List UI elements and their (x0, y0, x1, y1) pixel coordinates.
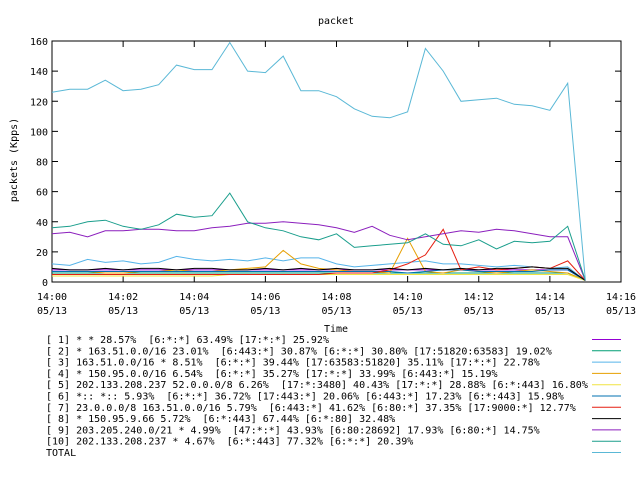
x-axis-ticks: 14:00 05/13 14:02 05/13 14:04 05/13 14:06 05/13… (37, 41, 636, 317)
series-line-8 (51, 266, 586, 281)
x-tick-time-label: 14:10 (393, 292, 423, 303)
y-axis-label: packets (Kpps) (9, 118, 20, 202)
legend-entry-label: [ 3] 163.51.0.0/16 * 8.51% [6:*:*] 39.44… (46, 358, 540, 369)
series-line-11 (51, 41, 586, 281)
y-tick-label: 100 (30, 127, 48, 138)
legend-entry-label: [ 6] *:: *:: 5.93% [6:*:*] 36.72% [17:44… (46, 392, 564, 403)
y-tick-label: 120 (30, 97, 48, 108)
x-tick-time-label: 14:14 (535, 292, 565, 303)
legend-entry-label: [ 1] * * 28.57% [6:*:*] 63.49% [17:*:*] … (46, 335, 329, 346)
y-tick-label: 40 (36, 218, 48, 229)
legend-entry-label: [ 7] 23.0.0.0/8 163.51.0.0/16 5.79% [6:4… (46, 403, 576, 414)
x-tick-date-label: 05/13 (321, 306, 351, 317)
series-line-6 (52, 269, 586, 281)
series-line-3 (51, 255, 586, 281)
legend-entry-label: TOTAL (46, 448, 76, 459)
x-tick-time-label: 14:00 (37, 292, 67, 303)
legend-entry-label: [ 2] * 163.51.0.0/16 23.01% [6:443:*] 30… (46, 346, 552, 357)
y-tick-label: 0 (42, 278, 48, 289)
series-line-10 (51, 192, 586, 281)
legend-entry-label: [ 5] 202.133.208.237 52.0.0.0/8 6.26% [1… (46, 380, 588, 391)
x-tick-date-label: 05/13 (179, 306, 209, 317)
y-axis-ticks: 0 20 40 60 80 100 120 140 160 (30, 37, 621, 289)
x-tick-date-label: 05/13 (250, 306, 280, 317)
series-line-5 (52, 274, 586, 281)
plot-frame (51, 40, 622, 283)
x-tick-date-label: 05/13 (108, 306, 138, 317)
legend: [ 1] * * 28.57% [6:*:*] 63.49% [17:*:*] … (46, 335, 621, 459)
y-tick-label: 20 (36, 248, 48, 259)
x-tick-date-label: 05/13 (464, 306, 494, 317)
x-tick-time-label: 14:16 (606, 292, 636, 303)
x-tick-date-label: 05/13 (535, 306, 565, 317)
y-tick-label: 160 (30, 37, 48, 48)
series-lines (51, 41, 586, 281)
y-tick-label: 140 (30, 67, 48, 78)
chart-title: packet (318, 16, 354, 27)
legend-entry-label: [10] 202.133.208.237 * 4.67% [6:*:443] 7… (46, 437, 413, 448)
x-tick-date-label: 05/13 (606, 306, 636, 317)
x-tick-time-label: 14:12 (464, 292, 494, 303)
x-tick-time-label: 14:08 (321, 292, 351, 303)
x-tick-date-label: 05/13 (37, 306, 67, 317)
x-axis-label: Time (324, 324, 348, 335)
series-line-7 (52, 228, 586, 281)
y-tick-label: 60 (36, 188, 48, 199)
x-tick-date-label: 05/13 (393, 306, 423, 317)
legend-entry-label: [ 9] 203.205.240.0/21 * 4.99% [47:*:*] 4… (46, 425, 540, 436)
x-tick-time-label: 14:04 (179, 292, 209, 303)
x-tick-time-label: 14:02 (108, 292, 138, 303)
x-tick-time-label: 14:06 (250, 292, 280, 303)
legend-entry-label: [ 8] * 150.95.9.66 5.72% [6:*:443] 67.44… (46, 414, 395, 425)
legend-entry-label: [ 4] * 150.95.0.0/16 6.54% [6:*:*] 35.27… (46, 369, 498, 380)
y-tick-label: 80 (36, 158, 48, 169)
